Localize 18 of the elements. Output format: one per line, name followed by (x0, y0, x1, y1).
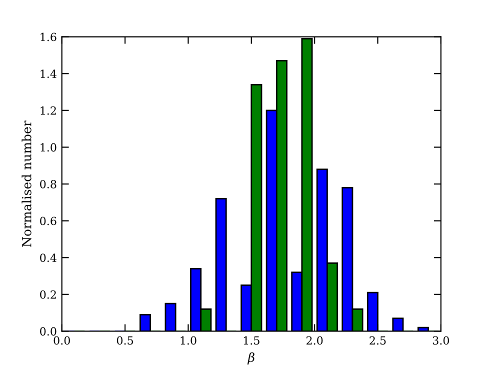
x-tick-label: 2.5 (370, 336, 386, 345)
x-tick-label: 0.0 (54, 336, 70, 345)
y-tick-label: 0.0 (40, 327, 56, 336)
y-tick-label: 0.6 (40, 216, 56, 226)
y-tick-label: 1.2 (40, 106, 56, 115)
y-tick-label: 1.6 (40, 32, 56, 42)
x-tick-label: 1.5 (244, 336, 260, 345)
y-tick-label: 0.2 (40, 290, 56, 299)
y-tick-label: 1.0 (40, 143, 56, 152)
x-tick-label: 1.0 (180, 336, 196, 345)
y-tick-label: 1.4 (40, 70, 56, 78)
y-tick-label: 0.8 (40, 180, 56, 188)
x-tick-label: 2.0 (306, 336, 323, 345)
x-axis-title: β (247, 352, 254, 365)
x-tick-label: 0.5 (116, 336, 134, 345)
y-tick-label: 0.4 (40, 254, 56, 262)
x-tick-label: 3.0 (432, 336, 450, 345)
y-axis-title: Normalised number (22, 120, 32, 247)
